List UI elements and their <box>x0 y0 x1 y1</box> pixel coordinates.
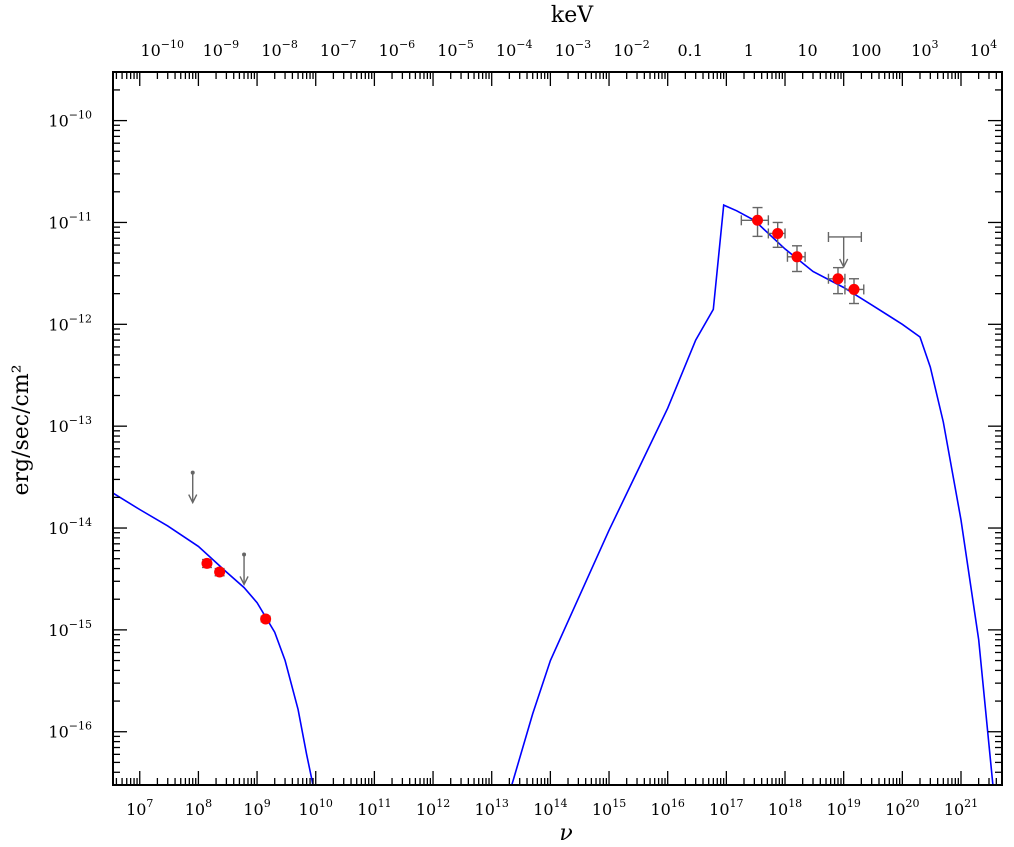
bottom-x-tick-label: 1017 <box>709 797 743 819</box>
top-x-tick-label: 10−6 <box>379 38 416 60</box>
top-x-tick-label: 10 <box>797 41 817 60</box>
axis-ticks <box>113 71 1003 786</box>
bottom-x-tick-label: 1019 <box>826 797 860 819</box>
data-point <box>791 251 803 263</box>
data-point <box>832 273 844 285</box>
top-x-tick-label: 104 <box>970 38 997 60</box>
data-points <box>201 214 860 625</box>
model-curve <box>511 203 994 786</box>
error-bars <box>201 206 865 623</box>
data-point <box>848 283 860 295</box>
bottom-x-tick-label: 1020 <box>885 797 919 819</box>
model-curve <box>112 492 314 786</box>
y-tick-label: 10−11 <box>48 210 92 232</box>
bottom-x-tick-label: 1015 <box>592 797 626 819</box>
top-x-tick-label: 0.1 <box>677 41 702 60</box>
upper-limit-arrowhead <box>839 258 849 269</box>
x-axis-title: ν <box>559 821 572 846</box>
bottom-x-tick-label: 107 <box>126 797 153 819</box>
bottom-x-tick-label: 1010 <box>299 797 333 819</box>
tick-labels: 107 108 109 1010 1011 1012 1013 1014 1015 1016 101… <box>48 38 997 819</box>
top-x-tick-label: 103 <box>911 38 938 60</box>
data-point <box>260 613 272 625</box>
bottom-x-tick-label: 1012 <box>416 797 450 819</box>
y-tick-label: 10−14 <box>48 516 92 538</box>
bottom-x-tick-label: 1014 <box>533 797 567 819</box>
y-tick-label: 10−10 <box>48 109 92 131</box>
bottom-x-tick-label: 1016 <box>651 797 685 819</box>
top-x-axis-title: keV <box>551 3 594 28</box>
bottom-x-tick-label: 1018 <box>768 797 802 819</box>
bottom-x-tick-label: 1013 <box>475 797 509 819</box>
data-point <box>772 227 784 239</box>
data-point <box>214 566 226 578</box>
data-point <box>201 557 213 569</box>
model-curves <box>112 203 994 786</box>
y-tick-label: 10−15 <box>48 618 92 640</box>
bottom-x-tick-label: 109 <box>243 797 270 819</box>
y-tick-label: 10−16 <box>48 720 92 742</box>
upper-limit-arrowhead <box>239 576 249 587</box>
upper-limit-arrows <box>188 231 863 587</box>
top-x-tick-label: 10−7 <box>320 38 357 60</box>
upper-limit-arrowhead <box>188 494 198 505</box>
bottom-x-tick-label: 108 <box>185 797 212 819</box>
top-x-tick-label: 100 <box>851 41 882 60</box>
y-tick-label: 10−12 <box>48 312 92 334</box>
y-axis-title: erg/sec/cm² <box>9 364 34 495</box>
top-x-tick-label: 10−4 <box>496 38 533 60</box>
top-x-tick-label: 10−2 <box>613 38 650 60</box>
bottom-x-tick-label: 1021 <box>944 797 978 819</box>
top-x-tick-label: 10−3 <box>555 38 592 60</box>
plot-frame <box>112 71 1003 786</box>
top-x-tick-label: 10−5 <box>437 38 474 60</box>
bottom-x-tick-label: 1011 <box>357 797 391 819</box>
top-x-tick-label: 1 <box>744 41 754 60</box>
y-tick-label: 10−13 <box>48 414 92 436</box>
data-point <box>752 214 764 226</box>
top-x-tick-label: 10−10 <box>140 38 184 60</box>
top-x-tick-label: 10−9 <box>203 38 240 60</box>
top-x-tick-label: 10−8 <box>261 38 298 60</box>
